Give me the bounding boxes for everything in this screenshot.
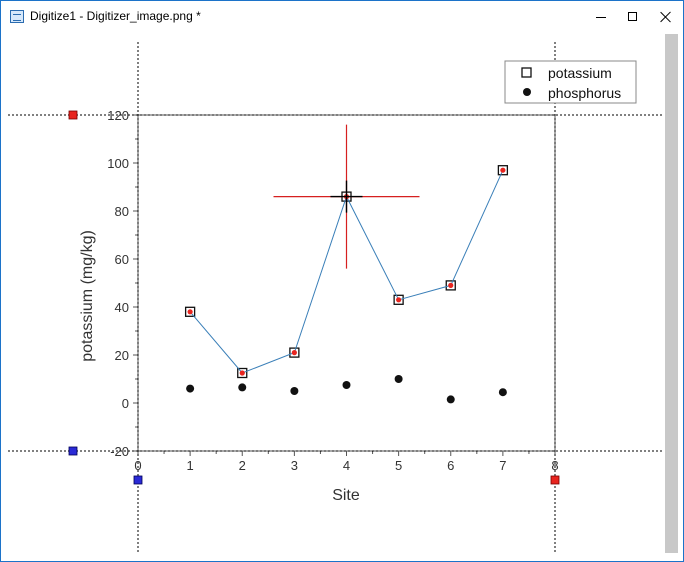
- phosphorus-marker: [238, 383, 247, 392]
- digitized-point[interactable]: [500, 167, 506, 173]
- y-tick-label: -20: [110, 444, 129, 459]
- x-tick-label: 6: [447, 458, 454, 473]
- x-tick-label: 4: [343, 458, 350, 473]
- legend-potassium-label: potassium: [548, 65, 612, 81]
- digitizer-window-icon[interactable]: [10, 10, 24, 23]
- legend-potassium-marker: [521, 67, 532, 78]
- x-tick-label: 5: [395, 458, 402, 473]
- minimize-button[interactable]: [585, 1, 617, 32]
- x-axis-title: Site: [332, 487, 360, 504]
- phosphorus-marker: [342, 381, 351, 389]
- phosphorus-marker: [446, 395, 455, 404]
- digitized-point[interactable]: [448, 282, 454, 288]
- x-tick-label: 2: [239, 458, 246, 473]
- digitized-point[interactable]: [239, 370, 245, 376]
- phosphorus-marker: [498, 388, 507, 397]
- x-tick-label: 7: [499, 458, 506, 473]
- y-axis-ticks: -20 0 20 40 60 80 100 120: [107, 108, 138, 459]
- digitizer-canvas-area[interactable]: [8, 32, 677, 556]
- minimize-icon: [596, 17, 606, 18]
- y-axis-title: potassium (mg/kg): [79, 230, 96, 362]
- legend-phosphorus-label: phosphorus: [548, 85, 621, 101]
- crosshair-cursor[interactable]: [273, 124, 420, 269]
- digitized-point[interactable]: [291, 350, 297, 356]
- x-tick-label: 1: [187, 458, 194, 473]
- window-title: Digitize1 - Digitizer_image.png *: [30, 9, 201, 23]
- phosphorus-marker: [290, 387, 299, 395]
- maximize-icon: [627, 12, 637, 21]
- digitized-point[interactable]: [187, 309, 193, 315]
- digitized-point[interactable]: [396, 297, 402, 303]
- axis-calibration-overlay[interactable]: [8, 42, 664, 552]
- y-tick-label: 20: [115, 348, 129, 363]
- y-tick-label: 40: [115, 300, 129, 315]
- x-tick-label: 3: [291, 458, 298, 473]
- y-tick-label: 0: [122, 396, 129, 411]
- title-bar[interactable]: Digitize1 - Digitizer_image.png *: [1, 1, 683, 32]
- legend-phosphorus-marker: [523, 88, 531, 96]
- y-tick-label: 120: [107, 108, 129, 123]
- phosphorus-marker: [186, 384, 195, 393]
- y-tick-label: 60: [115, 252, 129, 267]
- legend[interactable]: potassium phosphorus: [504, 60, 637, 104]
- y2-calibration-marker[interactable]: [68, 110, 78, 120]
- x-tick-label: 8: [551, 458, 558, 473]
- x2-calibration-marker[interactable]: [550, 475, 560, 485]
- x1-calibration-marker[interactable]: [133, 475, 143, 485]
- y1-calibration-marker[interactable]: [68, 446, 78, 456]
- x-axis-ticks: 0 1 2 3 4 5 6 7 8: [134, 451, 559, 473]
- maximize-button[interactable]: [616, 1, 648, 32]
- x-tick-label: 0: [134, 458, 141, 473]
- y-tick-label: 100: [107, 156, 129, 171]
- phosphorus-marker: [394, 375, 403, 383]
- vertical-scrollbar[interactable]: [665, 34, 678, 553]
- y-tick-label: 80: [115, 204, 129, 219]
